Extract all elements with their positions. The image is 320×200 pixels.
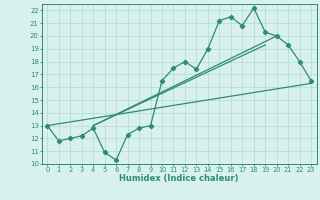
X-axis label: Humidex (Indice chaleur): Humidex (Indice chaleur) (119, 174, 239, 183)
